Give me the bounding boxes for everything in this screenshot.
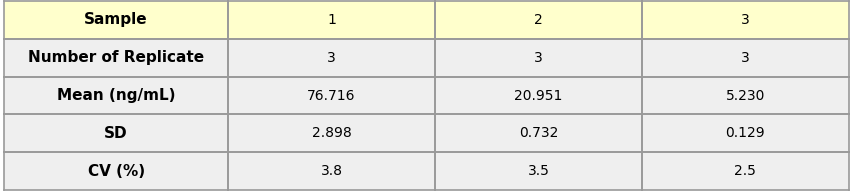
Bar: [4, 152, 227, 190]
Text: 2.5: 2.5: [734, 164, 756, 178]
Bar: [4, 1, 227, 39]
Bar: [435, 114, 641, 152]
Text: 0.129: 0.129: [724, 126, 764, 140]
Bar: [641, 1, 848, 39]
Text: 3: 3: [740, 13, 749, 27]
Text: 3: 3: [533, 51, 542, 65]
Text: SD: SD: [104, 126, 128, 141]
Bar: [227, 1, 435, 39]
Bar: [641, 152, 848, 190]
Text: Number of Replicate: Number of Replicate: [28, 50, 204, 65]
Text: Mean (ng/mL): Mean (ng/mL): [57, 88, 176, 103]
Bar: [641, 39, 848, 77]
Bar: [227, 152, 435, 190]
Text: 3: 3: [740, 51, 749, 65]
Bar: [227, 114, 435, 152]
Bar: [435, 39, 641, 77]
Text: 3.5: 3.5: [527, 164, 549, 178]
Text: 76.716: 76.716: [307, 88, 355, 103]
Bar: [435, 152, 641, 190]
Text: CV (%): CV (%): [88, 164, 145, 179]
Bar: [641, 77, 848, 114]
Text: 2.898: 2.898: [311, 126, 351, 140]
Text: 5.230: 5.230: [725, 88, 764, 103]
Text: 2: 2: [533, 13, 542, 27]
Bar: [4, 114, 227, 152]
Bar: [227, 77, 435, 114]
Bar: [641, 114, 848, 152]
Text: 20.951: 20.951: [514, 88, 562, 103]
Text: 1: 1: [326, 13, 336, 27]
Text: 3: 3: [326, 51, 336, 65]
Bar: [4, 39, 227, 77]
Text: 3.8: 3.8: [320, 164, 343, 178]
Bar: [227, 39, 435, 77]
Text: Sample: Sample: [84, 12, 147, 27]
Bar: [4, 77, 227, 114]
Bar: [435, 77, 641, 114]
Text: 0.732: 0.732: [518, 126, 557, 140]
Bar: [435, 1, 641, 39]
